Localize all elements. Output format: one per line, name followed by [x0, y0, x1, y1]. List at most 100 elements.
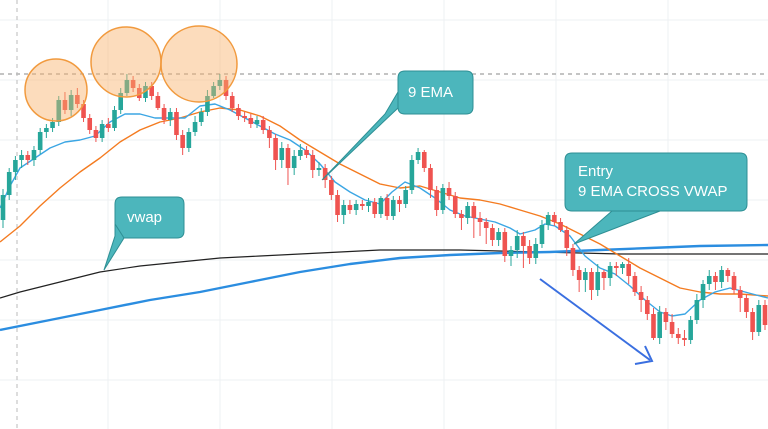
candle: [155, 92, 161, 110]
candle-body: [564, 230, 570, 248]
candle-body: [236, 108, 241, 116]
candle-body: [421, 152, 427, 168]
candle-body: [669, 322, 675, 334]
slow-ema-line: [0, 107, 768, 297]
candle: [725, 268, 731, 282]
candle-body: [19, 155, 24, 160]
candle-body: [390, 200, 396, 216]
candle: [267, 126, 272, 148]
candle-body: [675, 334, 681, 338]
candle-body: [632, 276, 638, 292]
candle-body: [149, 86, 154, 96]
candle: [564, 226, 570, 256]
candle-body: [719, 270, 724, 282]
candle-body: [459, 214, 464, 218]
candle-body: [620, 264, 625, 268]
candle: [663, 308, 669, 330]
candle-body: [545, 215, 551, 225]
highlight-circle: [160, 25, 238, 103]
candle-body: [6, 172, 12, 195]
candle: [335, 190, 340, 222]
candle-body: [570, 248, 576, 270]
candle: [75, 88, 80, 108]
candle: [737, 286, 743, 312]
candle: [136, 84, 142, 101]
candle-body: [155, 96, 161, 108]
candle: [310, 150, 316, 178]
candle-body: [527, 246, 532, 258]
candle-body: [31, 150, 37, 160]
dark-average-line: [0, 249, 768, 299]
candle-body: [143, 86, 148, 98]
candle-body: [490, 228, 495, 240]
candle: [174, 108, 179, 140]
candle: [0, 189, 6, 228]
candle-body: [285, 148, 291, 168]
candle-body: [366, 202, 371, 206]
candle: [483, 218, 489, 244]
candle-body: [360, 204, 365, 206]
candle: [248, 114, 254, 128]
candle-body: [291, 156, 297, 168]
candle: [130, 76, 136, 92]
candle-body: [663, 312, 669, 322]
candle: [459, 210, 464, 230]
candle: [254, 116, 260, 128]
candle: [713, 272, 718, 290]
candle-body: [186, 132, 192, 148]
candle-body: [700, 284, 706, 300]
candle-body: [50, 122, 55, 128]
candle: [706, 270, 712, 290]
candle: [291, 150, 297, 175]
candle: [421, 150, 427, 172]
candle: [688, 316, 693, 344]
candle: [744, 294, 749, 318]
candle-body: [595, 272, 601, 290]
candle: [260, 116, 266, 134]
candle-body: [521, 236, 526, 246]
candle-body: [706, 276, 712, 284]
candle: [205, 90, 210, 116]
candle-body: [644, 300, 650, 314]
candle-body: [174, 112, 179, 135]
candle: [93, 126, 99, 142]
candle-body: [471, 206, 477, 218]
candle: [756, 300, 762, 336]
indicator-lines: [0, 103, 768, 332]
candle: [644, 296, 650, 320]
candle-body: [576, 270, 582, 280]
candle-body: [316, 168, 322, 170]
candle-body: [87, 118, 93, 130]
candle: [44, 124, 49, 138]
candle-body: [440, 188, 446, 210]
candle-body: [601, 272, 607, 278]
candle-body: [106, 124, 111, 128]
candle-body: [409, 160, 415, 190]
candle-body: [744, 298, 749, 312]
candle: [508, 246, 514, 266]
candle-body: [347, 205, 353, 210]
candle: [186, 128, 192, 152]
candle-body: [304, 150, 309, 155]
candle-body: [502, 232, 508, 256]
callout-text: vwap: [127, 209, 162, 226]
candle: [31, 146, 37, 166]
candle-body: [583, 272, 588, 280]
candle: [106, 118, 111, 132]
candle: [143, 82, 148, 102]
candle-body: [248, 118, 254, 124]
candle-body: [25, 155, 31, 160]
candle-body: [403, 190, 408, 204]
candle-body: [335, 195, 340, 215]
candle-body: [112, 110, 117, 128]
candle-body: [13, 160, 18, 172]
candle-body: [267, 130, 272, 138]
candle: [558, 218, 563, 232]
candle: [124, 74, 130, 96]
candle: [589, 268, 594, 300]
candle-body: [731, 276, 737, 290]
candle: [514, 230, 520, 258]
candle: [329, 176, 334, 200]
candle-body: [638, 292, 644, 300]
candle: [13, 156, 18, 180]
